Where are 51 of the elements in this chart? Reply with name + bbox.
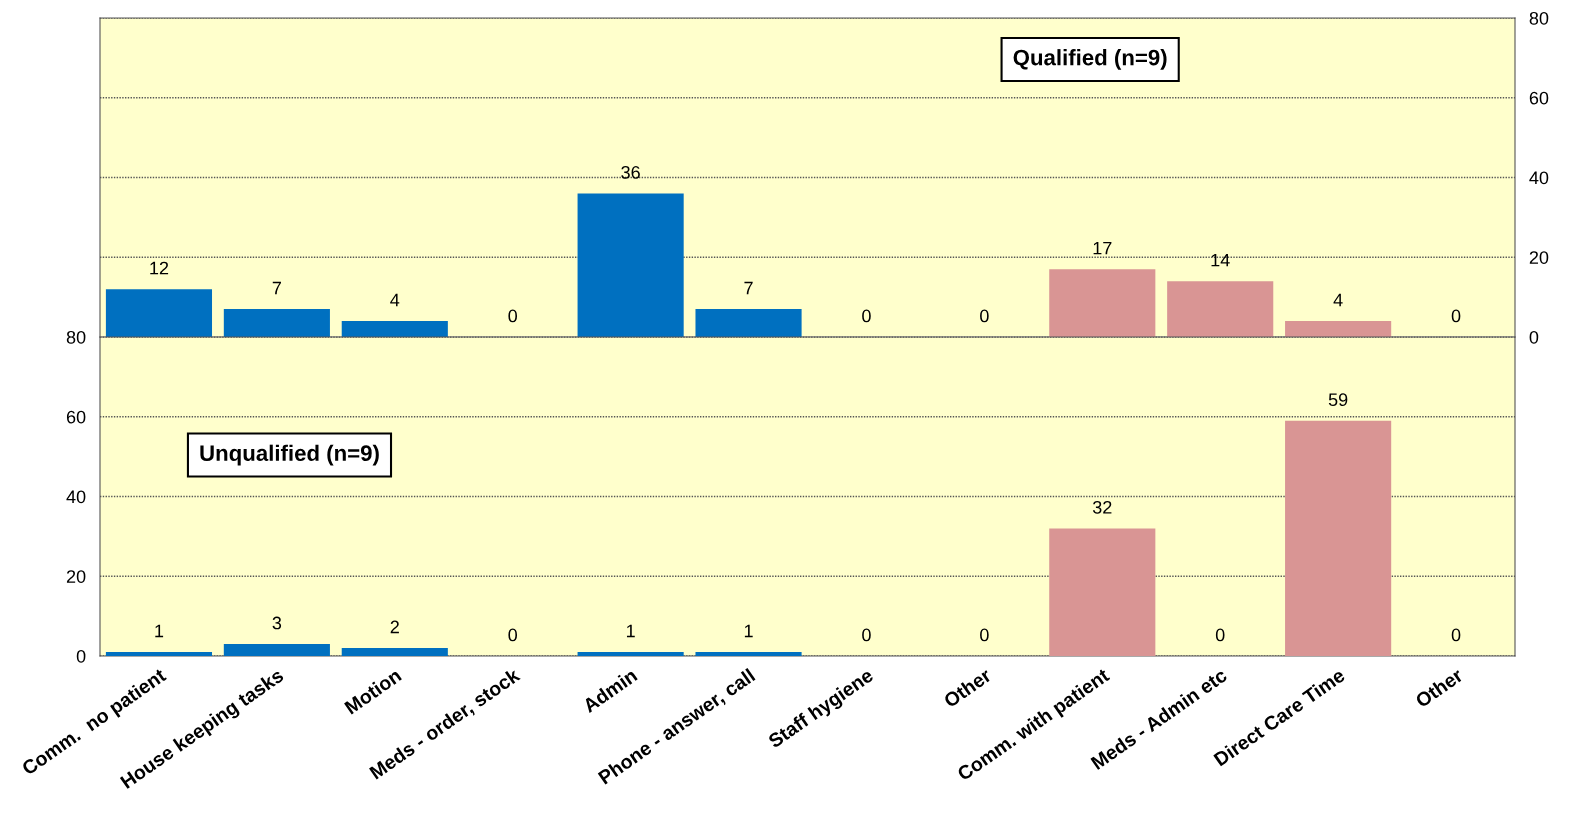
data-label: 1: [155, 624, 164, 638]
bar: [1285, 321, 1392, 337]
data-label: 17: [1093, 241, 1112, 255]
data-label: 32: [1092, 500, 1112, 514]
y-tick-label: 60: [66, 410, 86, 424]
data-label: 14: [1211, 253, 1230, 267]
annotation: Qualified (n=9): [1013, 49, 1167, 70]
bar: [105, 289, 213, 337]
data-label: 4: [390, 293, 400, 307]
data-label: 0: [508, 628, 518, 642]
bar: [695, 652, 802, 656]
y-tick-label: 60: [1529, 91, 1549, 105]
data-label: 0: [1451, 309, 1461, 323]
y-tick-label: 80: [66, 330, 86, 344]
data-label: 0: [862, 309, 871, 323]
bar: [695, 309, 802, 337]
bar: [341, 321, 448, 337]
data-label: 0: [980, 628, 989, 642]
data-label: 36: [621, 165, 640, 179]
data-label: 1: [626, 624, 635, 638]
y-tick-label: 80: [1529, 11, 1549, 25]
annotation: Unqualified (n=9): [200, 444, 379, 466]
bar: [341, 648, 448, 656]
data-label: 0: [1451, 628, 1461, 642]
bar: [577, 193, 684, 337]
bar: [1167, 281, 1274, 337]
data-label: 1: [744, 624, 753, 638]
data-label: 0: [980, 309, 989, 323]
y-tick-label: 20: [1529, 251, 1549, 264]
y-tick-label: 20: [66, 570, 86, 583]
y-tick-label: 40: [66, 490, 86, 504]
bar: [1285, 420, 1392, 656]
data-label: 0: [508, 309, 518, 323]
y-tick-label: 0: [1529, 330, 1539, 344]
y-tick-label: 40: [1529, 171, 1549, 185]
data-label: 0: [862, 628, 871, 642]
data-label: 3: [272, 616, 282, 630]
bar: [223, 309, 330, 337]
bar: [105, 652, 213, 656]
bar: [577, 652, 684, 656]
data-label: 7: [272, 281, 281, 295]
data-label: 7: [744, 281, 753, 295]
bar: [223, 644, 330, 656]
bar: [1049, 528, 1156, 656]
y-tick-label: 0: [76, 649, 86, 663]
data-label: 2: [390, 620, 399, 634]
bar: [1049, 269, 1156, 337]
data-label: 59: [1328, 393, 1348, 407]
data-label: 0: [1215, 628, 1225, 642]
data-label: 12: [150, 261, 169, 275]
data-label: 4: [1333, 293, 1343, 307]
